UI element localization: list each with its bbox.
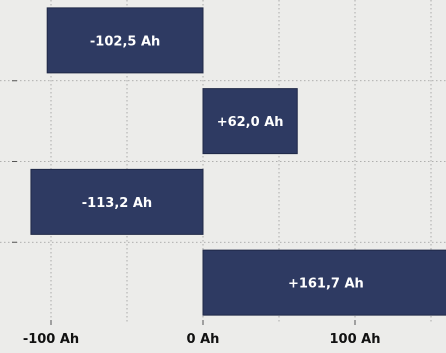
bar [202,88,298,155]
bar-data-label: +62,0 Ah [217,115,284,130]
bar-data-label: +161,7 Ah [288,277,364,292]
x-tick-label: 0 Ah [187,332,220,347]
bar [202,249,446,316]
bar-layer [30,7,446,316]
bar [30,168,204,235]
x-tick-label: -100 Ah [23,332,79,347]
bar [46,7,204,74]
x-tick-label: 100 Ah [330,332,381,347]
bar-data-label: -102,5 Ah [90,34,160,49]
bar-data-label: -113,2 Ah [82,196,152,211]
data-label-layer: -102,5 Ah +62,0 Ah -113,2 Ah +161,7 Ah [82,34,364,291]
